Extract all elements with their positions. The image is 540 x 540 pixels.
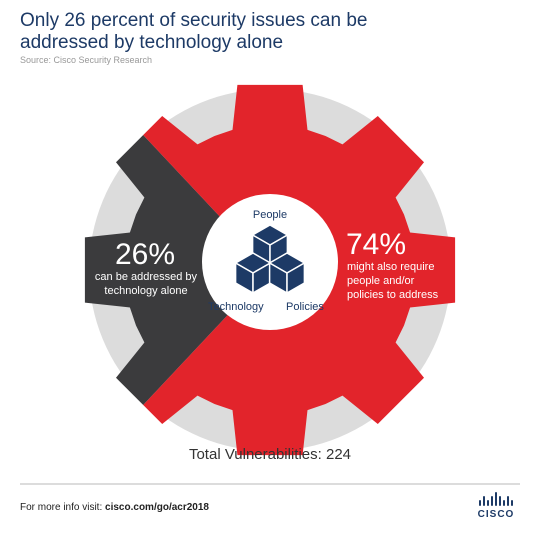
category-label: can be addressed by technology alone xyxy=(94,271,198,297)
center-label: Technology xyxy=(208,301,264,313)
center-label: People xyxy=(252,209,288,221)
cube-face xyxy=(286,261,306,295)
cubes-icon xyxy=(234,224,306,295)
value-label: 26% xyxy=(114,238,176,271)
total: Total Vulnerabilities: 224 xyxy=(188,446,352,463)
value-label: 74% xyxy=(346,228,407,261)
footer-text: For more info visit: cisco.com/go/acr201… xyxy=(20,502,209,513)
source: Source: Cisco Security Research xyxy=(20,55,153,65)
category-label: might also require people and/or policie… xyxy=(347,261,439,301)
title: Only 26 percent of security issues can b… xyxy=(20,10,368,53)
footer-label: For more info visit: xyxy=(20,502,103,513)
footer-link[interactable]: cisco.com/go/acr2018 xyxy=(105,502,209,513)
logo-bars xyxy=(479,492,513,506)
center-label: Policies xyxy=(286,301,324,313)
logo-text: CISCO xyxy=(477,509,515,520)
